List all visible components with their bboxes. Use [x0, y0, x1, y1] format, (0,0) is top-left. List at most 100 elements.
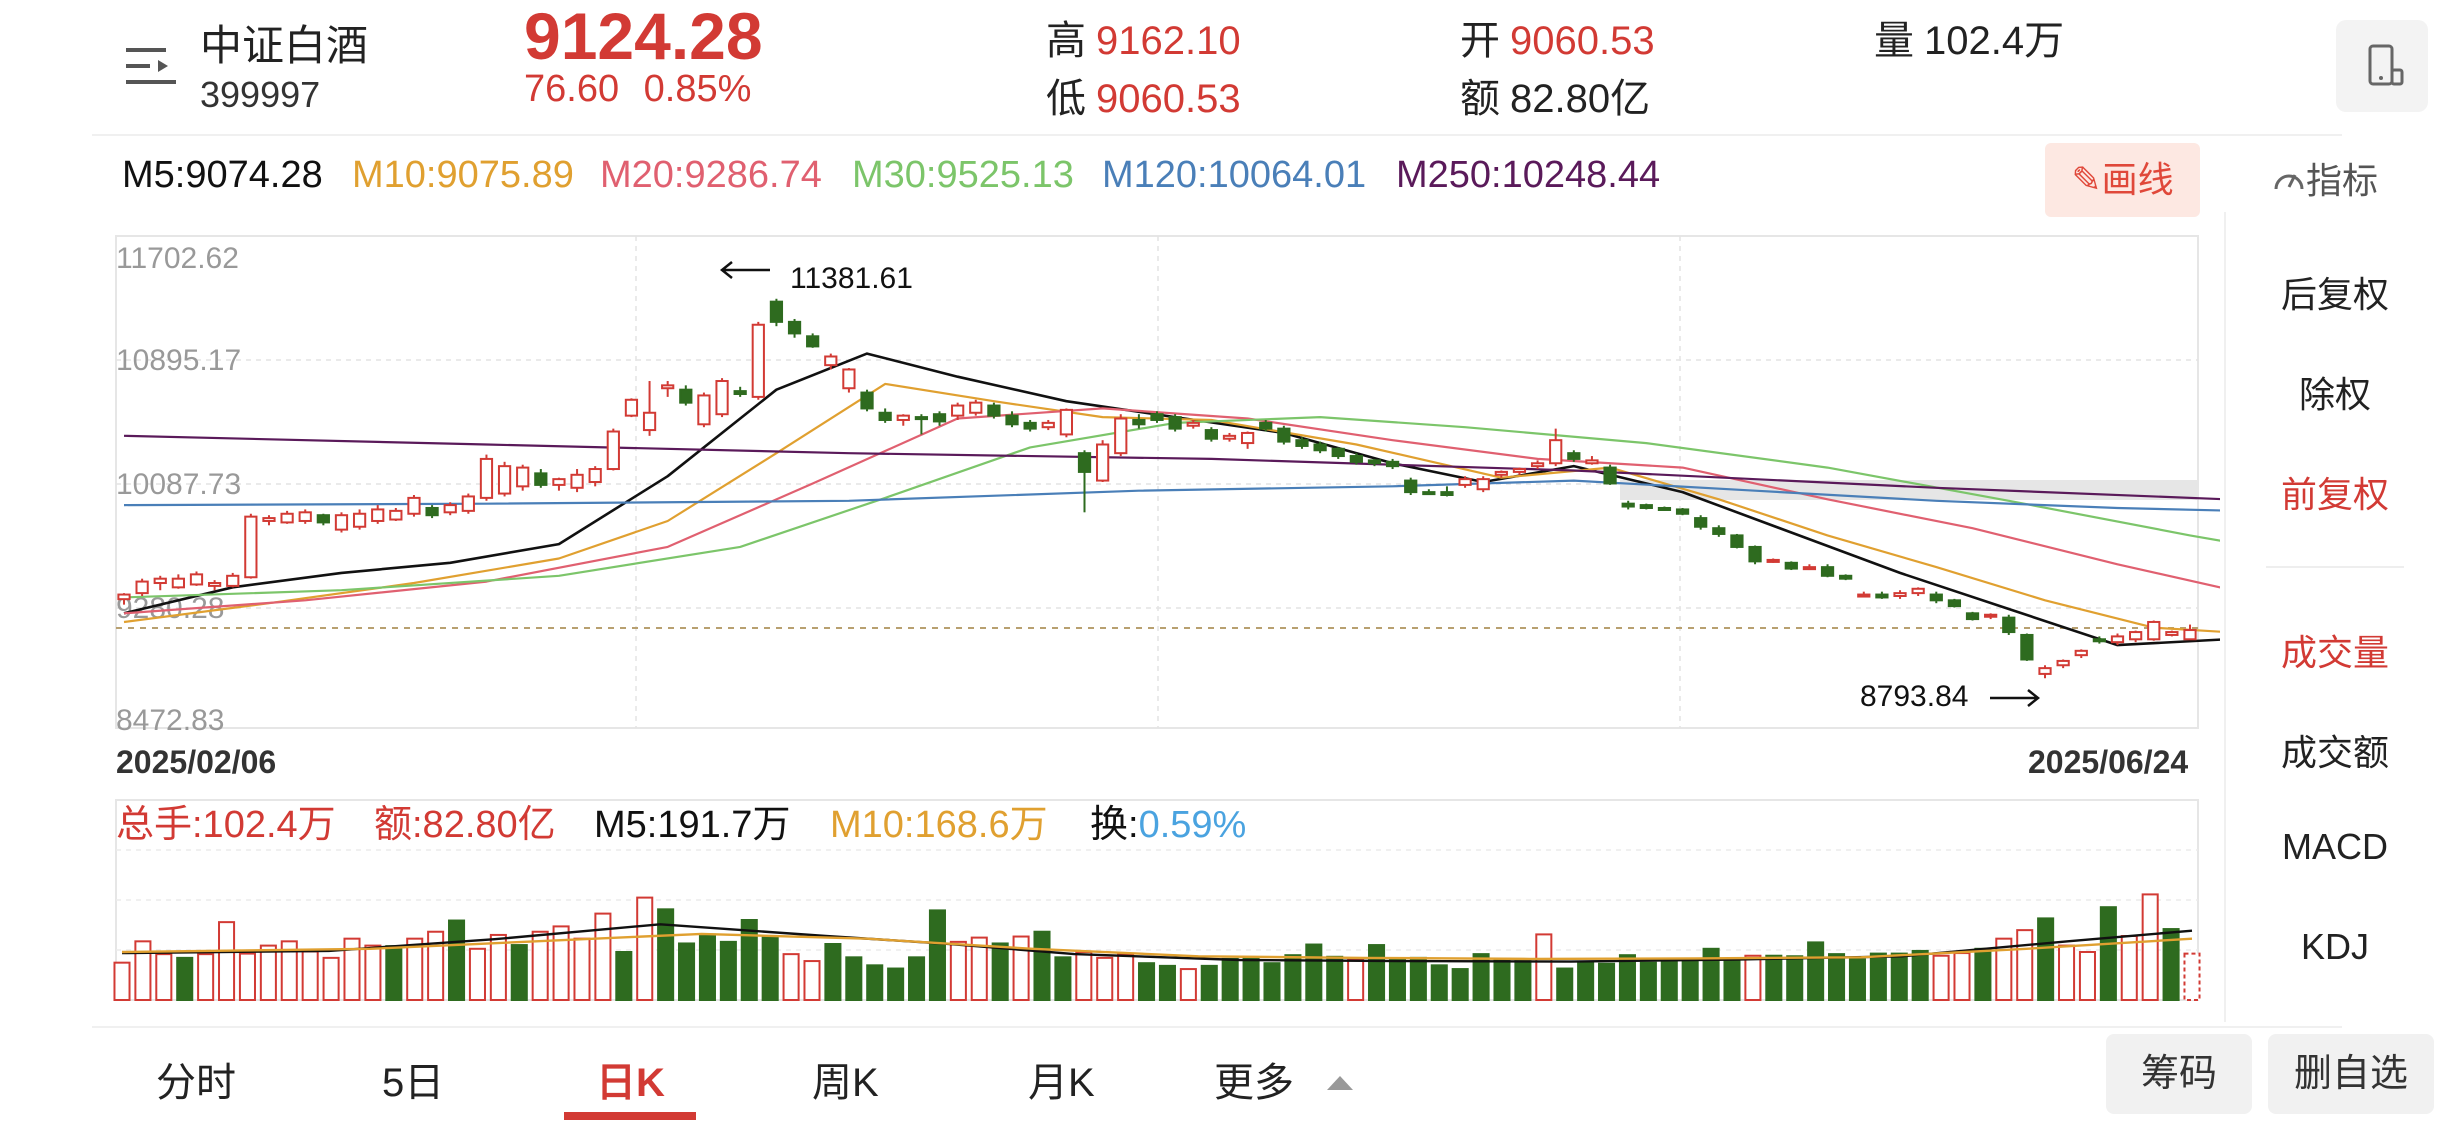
candle [1730, 533, 1744, 549]
tab-daily-k[interactable]: 日K [596, 1061, 665, 1105]
kline-chart[interactable]: 11702.62 10895.17 10087.73 9280.28 8472.… [0, 0, 2220, 1022]
candle [1168, 414, 1182, 432]
candle [1839, 574, 1853, 581]
volume-ma10: M10:168.6万 [830, 804, 1048, 846]
candle-body [1929, 593, 1943, 602]
volume-bar [1430, 964, 1448, 1001]
volume-bar [1828, 953, 1846, 1002]
candle [1984, 613, 1998, 620]
ma-line-m5 [123, 352, 2220, 647]
candle-body [1911, 587, 1925, 595]
candle [987, 402, 1001, 419]
volume-bar [1158, 964, 1176, 1001]
ma5-value: M5:9074.28 [122, 154, 323, 196]
candle-body [479, 457, 494, 499]
candle [661, 381, 675, 397]
indicator-tab[interactable]: 指标 [2272, 152, 2378, 204]
candle-body [298, 511, 312, 522]
candle [1530, 460, 1545, 470]
remove-watchlist-button[interactable]: 删自选 [2268, 1034, 2434, 1114]
low-label: 低 [1046, 77, 1086, 121]
rotate-screen-button[interactable] [2336, 20, 2428, 112]
volume-bar [1368, 944, 1386, 1001]
tab-5day[interactable]: 5日 [382, 1061, 445, 1105]
candle-body [1820, 566, 1835, 577]
menu-icon[interactable] [124, 44, 178, 92]
candle [244, 513, 258, 579]
turnover-amount-option[interactable]: 成交额 [2280, 732, 2389, 773]
candle-body [1585, 459, 1599, 465]
candle [570, 469, 584, 493]
macd-option[interactable]: MACD [2282, 826, 2388, 867]
volume-option[interactable]: 成交量 [2280, 632, 2389, 673]
ma-line-m30 [123, 416, 2220, 599]
candle-body [1005, 414, 1019, 426]
candle-body [769, 300, 784, 323]
candle-body [262, 517, 276, 522]
volume-bar [1305, 943, 1323, 1001]
volume-bar [1890, 952, 1908, 1001]
candle-body [280, 512, 294, 524]
candle-body [1114, 417, 1128, 455]
kdj-option[interactable]: KDJ [2300, 926, 2369, 967]
candle [787, 318, 802, 338]
candle [479, 454, 494, 501]
candle-body [117, 593, 131, 601]
back-adjust-option[interactable]: 后复权 [2280, 274, 2389, 315]
candle [425, 505, 439, 519]
candle-body [1041, 421, 1055, 429]
active-tab-indicator [564, 1112, 696, 1120]
candle [1784, 561, 1798, 571]
tab-monthly-k[interactable]: 月K [1028, 1061, 1095, 1105]
candle-body [1367, 459, 1382, 465]
volume-bar [1765, 954, 1783, 1002]
volume-bar [1117, 953, 1135, 1002]
candle [1458, 476, 1472, 488]
chips-button[interactable]: 筹码 [2106, 1034, 2252, 1114]
volume-bar [2099, 906, 2117, 1002]
forward-adjust-option[interactable]: 前复权 [2280, 474, 2389, 515]
candle-body [244, 515, 258, 579]
candle-body [1476, 478, 1490, 491]
volume-stat: 量 102.4万 [1874, 8, 2064, 66]
candle [2183, 624, 2197, 641]
tab-intraday[interactable]: 分时 [156, 1061, 236, 1105]
volume-bar [1932, 954, 1950, 1002]
candle-body [1313, 443, 1327, 452]
volume-bar [238, 952, 256, 1001]
tab-more[interactable]: 更多 [1214, 1050, 1355, 1108]
candle-body [661, 384, 675, 390]
candle-body [1839, 574, 1853, 580]
volume-bar [510, 944, 528, 1001]
open-label: 开 [1460, 19, 1500, 63]
candle [1041, 419, 1055, 431]
candle-body [552, 478, 566, 486]
volume-bar [322, 956, 340, 1001]
ma-line-m20 [123, 407, 2220, 615]
draw-line-button[interactable]: ✎画线 [2045, 143, 2200, 217]
candle-body [2147, 620, 2161, 641]
candle-body [1802, 566, 1817, 571]
ex-rights-option[interactable]: 除权 [2298, 374, 2371, 415]
candle-body [1549, 439, 1563, 465]
volume-bar [594, 912, 612, 1001]
candle [316, 513, 330, 526]
tab-weekly-k[interactable]: 周K [812, 1061, 879, 1105]
volume-bar [552, 925, 570, 1002]
candle [407, 495, 421, 517]
index-name: 中证白酒 [200, 22, 369, 69]
candle [1367, 458, 1382, 467]
total-amount: 额:82.80亿 [374, 804, 556, 846]
candle-body [461, 495, 475, 512]
volume-bar [1681, 957, 1699, 1002]
high-stat: 高 9162.10 [1046, 8, 1241, 66]
candle-body [1259, 421, 1273, 430]
volume-bar [1911, 949, 1929, 1002]
candle-body [1694, 517, 1708, 528]
ma-line-m250 [123, 434, 2220, 501]
candle-body [1947, 599, 1962, 608]
candle-body [2074, 649, 2088, 657]
price-axis: 11702.62 10895.17 10087.73 9280.28 8472.… [116, 242, 241, 737]
candle-body [733, 390, 747, 396]
candle-body [1657, 506, 1672, 511]
